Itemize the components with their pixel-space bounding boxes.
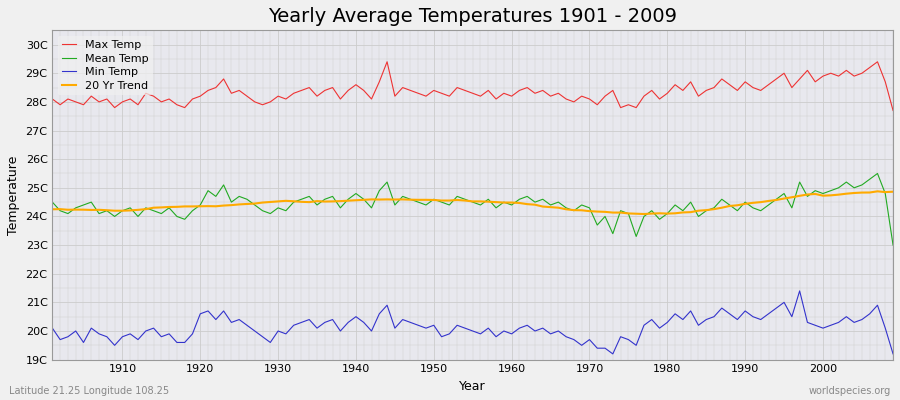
Line: Min Temp: Min Temp — [52, 291, 893, 354]
Min Temp — [47, 326, 58, 330]
Min Temp — [608, 352, 618, 356]
20 Yr Trend — [47, 207, 58, 212]
Min Temp — [506, 332, 517, 336]
Text: worldspecies.org: worldspecies.org — [809, 386, 891, 396]
20 Yr Trend — [328, 199, 338, 204]
Min Temp — [887, 352, 898, 356]
Mean Temp — [499, 200, 509, 204]
Mean Temp — [506, 202, 517, 207]
Mean Temp — [887, 243, 898, 248]
Title: Yearly Average Temperatures 1901 - 2009: Yearly Average Temperatures 1901 - 2009 — [268, 7, 677, 26]
20 Yr Trend — [506, 200, 517, 205]
X-axis label: Year: Year — [459, 380, 486, 393]
20 Yr Trend — [281, 198, 292, 203]
Mean Temp — [281, 208, 292, 213]
Line: Max Temp: Max Temp — [52, 62, 893, 110]
Max Temp — [328, 85, 338, 90]
Min Temp — [328, 317, 338, 322]
Max Temp — [506, 94, 517, 98]
Line: 20 Yr Trend: 20 Yr Trend — [52, 191, 893, 214]
20 Yr Trend — [887, 189, 898, 194]
Min Temp — [499, 328, 509, 333]
Max Temp — [608, 88, 618, 93]
Min Temp — [109, 343, 120, 348]
20 Yr Trend — [639, 212, 650, 216]
Mean Temp — [872, 171, 883, 176]
Mean Temp — [109, 214, 120, 219]
Mean Temp — [47, 200, 58, 204]
Max Temp — [382, 59, 392, 64]
Y-axis label: Temperature: Temperature — [7, 155, 20, 235]
Mean Temp — [599, 214, 610, 219]
Max Temp — [47, 97, 58, 102]
20 Yr Trend — [872, 189, 883, 194]
20 Yr Trend — [109, 208, 120, 213]
20 Yr Trend — [499, 200, 509, 205]
Max Temp — [514, 88, 525, 93]
Legend: Max Temp, Mean Temp, Min Temp, 20 Yr Trend: Max Temp, Mean Temp, Min Temp, 20 Yr Tre… — [58, 36, 153, 95]
Max Temp — [281, 97, 292, 102]
Min Temp — [794, 288, 805, 293]
Min Temp — [599, 346, 610, 350]
Mean Temp — [328, 194, 338, 199]
Line: Mean Temp: Mean Temp — [52, 174, 893, 245]
Max Temp — [109, 105, 120, 110]
20 Yr Trend — [599, 210, 610, 214]
Min Temp — [281, 332, 292, 336]
Text: Latitude 21.25 Longitude 108.25: Latitude 21.25 Longitude 108.25 — [9, 386, 169, 396]
Max Temp — [887, 108, 898, 113]
